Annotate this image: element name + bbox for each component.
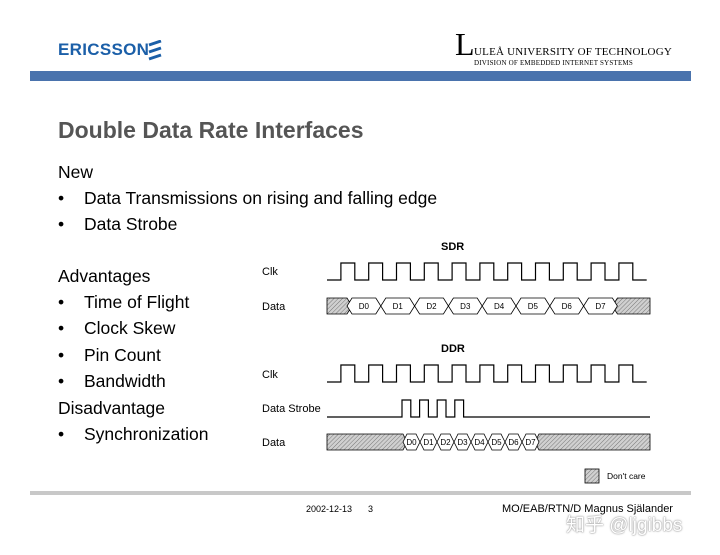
list-item: Data Transmissions on rising and falling…: [84, 188, 438, 208]
footer-divider-bar: [30, 491, 691, 495]
sdr-data-waveform: D0 D1 D2 D3 D4 D5 D6 D7: [326, 297, 651, 315]
list-item: Synchronization: [84, 424, 209, 444]
lulea-division-name: DIVISION OF EMBEDDED INTERNET SYSTEMS: [474, 59, 633, 67]
watermark: 知乎 @ljgibbs: [566, 515, 683, 536]
dont-care-region: [611, 297, 651, 315]
lulea-logo-letter: L: [455, 26, 475, 62]
list-item: Clock Skew: [84, 318, 176, 338]
legend-swatch: [584, 468, 600, 484]
data-word-box: [583, 297, 618, 315]
dont-care-region: [534, 433, 651, 451]
ddr-strobe-label: Data Strobe: [262, 403, 321, 415]
ddr-title: DDR: [441, 343, 465, 355]
data-word-label: D7: [525, 438, 536, 447]
data-word-label: D0: [406, 438, 417, 447]
dont-care-region: [326, 433, 408, 451]
new-heading: New: [58, 162, 94, 182]
advantages-heading: Advantages: [58, 266, 151, 286]
data-word-label: D2: [426, 302, 437, 311]
sdr-title: SDR: [441, 241, 464, 253]
footer-date: 2002-12-13: [306, 504, 353, 514]
data-word-label: D1: [393, 302, 404, 311]
bullet-marker: •: [58, 424, 65, 444]
data-word-label: D1: [423, 438, 434, 447]
sdr-clock-waveform: [327, 262, 647, 281]
ddr-clk-label: Clk: [262, 369, 278, 381]
footer-author: MO/EAB/RTN/D Magnus Själander: [502, 503, 673, 515]
bullet-marker: •: [58, 188, 65, 208]
header-divider-bar: [30, 71, 691, 81]
slide-title: Double Data Rate Interfaces: [58, 117, 364, 143]
legend-label: Don't care: [607, 471, 646, 481]
ericsson-mark-icon: [148, 40, 162, 61]
data-word-label: D7: [595, 302, 606, 311]
bullet-marker: •: [58, 318, 65, 338]
lulea-university-name: ULEÅ UNIVERSITY OF TECHNOLOGY: [474, 46, 672, 58]
data-word-label: D4: [494, 302, 505, 311]
sdr-data-label: Data: [262, 301, 286, 313]
data-word-box: [521, 433, 540, 451]
data-word-label: D3: [457, 438, 468, 447]
data-word-label: D5: [528, 302, 539, 311]
list-item: Bandwidth: [84, 371, 166, 391]
data-word-label: D6: [508, 438, 519, 447]
ddr-data-label: Data: [262, 437, 286, 449]
bullet-marker: •: [58, 345, 65, 365]
data-word-label: D4: [474, 438, 485, 447]
list-item: Pin Count: [84, 345, 161, 365]
ddr-strobe-waveform: [327, 399, 650, 418]
ericsson-logo: ERICSSON: [58, 40, 150, 59]
data-word-label: D2: [440, 438, 451, 447]
ddr-clock-waveform: [327, 364, 647, 383]
list-item: Data Strobe: [84, 214, 178, 234]
sdr-clk-label: Clk: [262, 266, 278, 278]
bullet-marker: •: [58, 214, 65, 234]
data-word-label: D3: [460, 302, 471, 311]
data-word-label: D0: [359, 302, 370, 311]
ddr-data-waveform: D0 D1 D2 D3 D4 D5 D6 D7: [326, 433, 651, 451]
footer-page-number: 3: [368, 504, 374, 514]
list-item: Time of Flight: [84, 292, 190, 312]
bullet-marker: •: [58, 371, 65, 391]
disadvantage-heading: Disadvantage: [58, 398, 166, 418]
data-word-label: D6: [562, 302, 573, 311]
data-word-label: D5: [491, 438, 502, 447]
bullet-marker: •: [58, 292, 65, 312]
